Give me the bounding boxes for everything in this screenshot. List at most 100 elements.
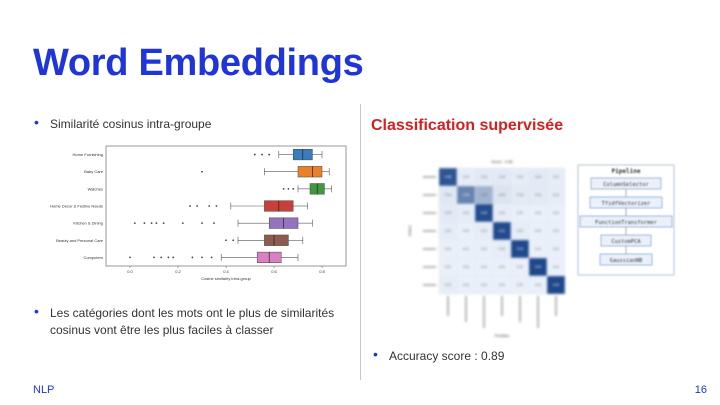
pipeline-step-label: ColumnSelector [603, 182, 649, 188]
category-label: Beauty and Personal Care [56, 238, 104, 243]
cell-value: 0.03 [499, 175, 505, 179]
outlier-point [143, 222, 146, 225]
outlier-point [167, 256, 170, 259]
outlier-point [208, 205, 211, 207]
box [297, 166, 323, 178]
cell-value: 0.01 [517, 283, 523, 287]
left-bullet-similarity: • Similarité cosinus intra-groupe [34, 114, 212, 133]
footer-label: NLP [33, 384, 55, 396]
cell-value: 0.01 [463, 283, 469, 287]
cell-value: 0.01 [553, 247, 559, 251]
category-label: Home Decor & Festive Needs [50, 204, 103, 209]
right-subtitle: Classification supervisée [371, 117, 564, 134]
confusion-matrix: Score : 0.89 0.85 0.02 0.03 0.03 0.02 0.03 0.02… [407, 159, 566, 338]
left-bullet-1-text: Similarité cosinus intra-groupe [50, 117, 212, 131]
cell-value: 0.90 [481, 211, 487, 215]
page-number: 16 [694, 384, 707, 396]
cell-value: 0.01 [535, 229, 541, 233]
cell-value: 0.01 [481, 247, 487, 251]
outlier-point [261, 153, 263, 156]
pipeline-step-label: GaussianNB [610, 258, 642, 264]
x-tick-label: 0.4 [223, 269, 229, 274]
outlier-point [210, 256, 213, 259]
outlier-point [201, 170, 203, 173]
pipeline-step-box [599, 253, 653, 266]
outlier-point [215, 205, 218, 207]
cell-value: 0.03 [517, 193, 523, 197]
matrix-title: Score : 0.89 [491, 159, 513, 164]
column-divider [360, 104, 361, 380]
x-tick-label: 0.0 [127, 269, 133, 274]
cell-value: 0.02 [553, 193, 559, 197]
cell-value: 0.01 [535, 211, 541, 215]
cell-value: 0.93 [517, 247, 523, 251]
pipeline-step-label: CustomPCA [611, 239, 641, 245]
outlier-point [287, 187, 290, 190]
box [264, 234, 289, 246]
x-tick-label: 0.8 [319, 269, 325, 274]
cell-value: 0.01 [553, 229, 559, 233]
pipeline-step-label: TfidfVectorizer [602, 201, 651, 207]
cell-value: 0.01 [517, 211, 523, 215]
pipeline-diagram: Pipeline ColumnSelector TfidfVectorizer Fun… [577, 164, 675, 276]
cell-value: 0.02 [499, 211, 505, 215]
cell-value: 0.02 [481, 229, 487, 233]
outlier-point [153, 256, 155, 259]
cell-value: 0.03 [535, 193, 541, 197]
x-axis-label: Prédites [495, 333, 510, 338]
bullet-dot-icon: • [34, 114, 39, 130]
x-axis-label: Cosine similarity intra-group [201, 276, 251, 281]
cell-value: 0.93 [553, 283, 559, 287]
outlier-point [201, 222, 203, 225]
cell-value: 0.01 [481, 283, 487, 287]
cell-value: 0.01 [517, 265, 523, 269]
cell-value: 0.01 [463, 247, 469, 251]
cell-value: 0.55 [463, 193, 469, 197]
outlier-point [225, 239, 227, 242]
category-label: Baby Care [84, 169, 104, 174]
bullet-dot-icon: • [34, 303, 39, 319]
cell-value: 0.05 [499, 193, 505, 197]
outlier-point [181, 222, 184, 225]
category-label: Watches [88, 186, 103, 191]
cell-value: 0.04 [445, 193, 451, 197]
cell-value: 0.01 [445, 265, 451, 269]
cell-value: 0.03 [481, 175, 487, 179]
cell-value: 0.03 [535, 175, 541, 179]
cell-value: 0.01 [463, 265, 469, 269]
pipeline-title: Pipeline [612, 168, 641, 175]
outlier-point [191, 256, 194, 259]
cell-value: 0.85 [445, 175, 451, 179]
slide-title: Word Embeddings [33, 42, 364, 84]
outlier-point [129, 256, 131, 259]
cell-value: 0.01 [535, 283, 541, 287]
cell-value: 0.01 [481, 265, 487, 269]
cell-value: 0.01 [553, 211, 559, 215]
cell-value: 0.02 [445, 283, 451, 287]
cell-value: 0.03 [445, 211, 451, 215]
outlier-point [292, 187, 295, 190]
category-label: Kitchen & Dining [73, 221, 103, 226]
cell-value: 0.01 [445, 247, 451, 251]
outlier-point [201, 256, 203, 259]
outlier-point [213, 222, 215, 225]
bullet-dot-icon: • [373, 346, 378, 362]
category-label: Home Furnishing [73, 152, 103, 157]
cell-value: 0.02 [463, 211, 469, 215]
cell-value: 0.02 [553, 175, 559, 179]
cell-value: 0.01 [535, 247, 541, 251]
x-tick-label: 0.2 [175, 269, 181, 274]
cell-value: 0.91 [499, 229, 505, 233]
left-bullet-categories: • Les catégories dont les mots ont le pl… [34, 303, 350, 339]
outlier-point [268, 153, 271, 156]
cell-value: 0.01 [499, 265, 505, 269]
boxplot-chart: Home Furnishing Baby Care Watches Home Deco… [50, 145, 347, 281]
accuracy-text: Accuracy score : 0.89 [389, 349, 505, 363]
outlier-point [133, 222, 136, 225]
cell-value: 0.02 [517, 175, 523, 179]
cell-value: 0.01 [463, 229, 469, 233]
outlier-point [253, 153, 256, 156]
outlier-point [150, 222, 153, 225]
cell-value: 0.02 [499, 247, 505, 251]
cell-value: 0.01 [553, 265, 559, 269]
